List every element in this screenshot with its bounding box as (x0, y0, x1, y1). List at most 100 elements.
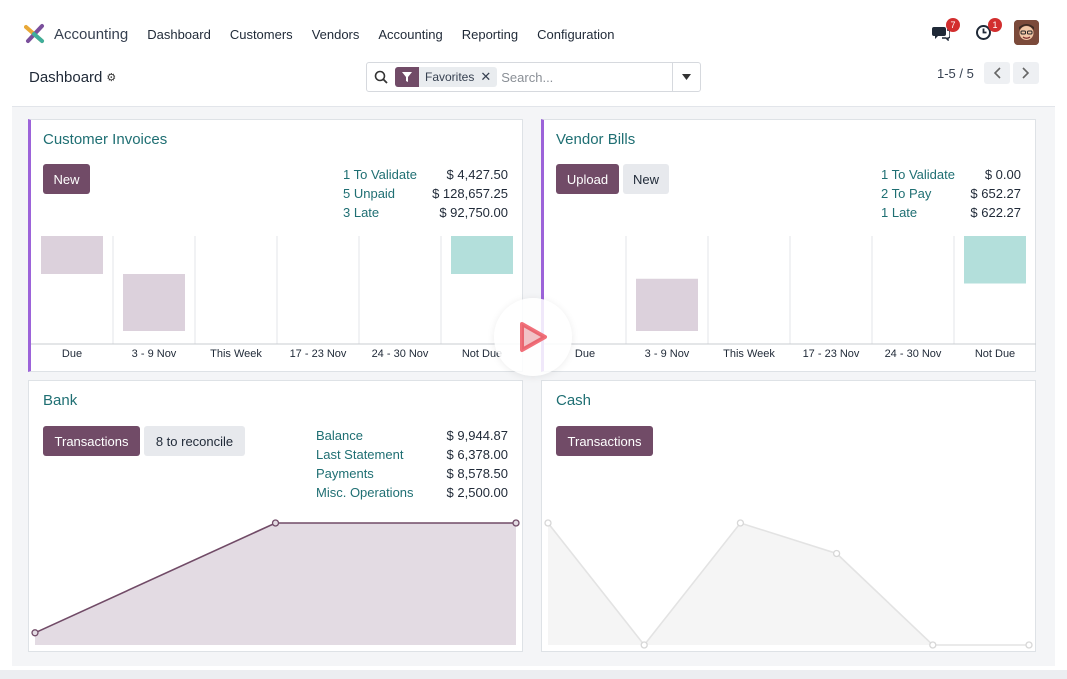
stat-balance-link[interactable]: Balance (316, 428, 363, 443)
series-line (547, 522, 1029, 647)
vendor-bills-card: Vendor Bills Upload New 1 To Validate $ … (541, 119, 1036, 372)
new-bill-button[interactable]: New (623, 164, 669, 194)
menu-configuration[interactable]: Configuration (537, 26, 615, 42)
data-point[interactable] (31, 629, 39, 637)
data-point[interactable] (929, 641, 937, 649)
bank-transactions-button[interactable]: Transactions (43, 426, 140, 456)
stat-to-pay-link[interactable]: 2 To Pay (881, 186, 932, 201)
x-tick-label: 3 - 9 Nov (131, 348, 177, 360)
page-title: Dashboard (29, 69, 103, 86)
card-title[interactable]: Vendor Bills (556, 131, 636, 148)
pager-value[interactable]: 1-5 / 5 (937, 66, 974, 81)
x-tick-label: 24 - 30 Nov (884, 348, 942, 360)
area-fill (35, 523, 516, 645)
x-tick-label: Due (61, 348, 83, 360)
vendor-bills-chart[interactable]: Due 3 - 9 Nov This Week 17 - 23 Nov 24 - 30 … (544, 236, 1036, 372)
new-invoice-button[interactable]: New (43, 164, 90, 194)
stat-late-value: $ 92,750.00 (439, 205, 508, 220)
data-point[interactable] (736, 519, 745, 527)
search-icon[interactable] (367, 70, 395, 84)
stat-to-validate-link[interactable]: 1 To Validate (343, 167, 417, 182)
vendor-bills-chart-svg (544, 236, 1036, 345)
caret-down-icon (682, 74, 691, 80)
x-tick-label: 3 - 9 Nov (644, 348, 690, 360)
clock-icon (975, 25, 991, 40)
x-tick-label: This Week (723, 348, 775, 360)
filter-icon (395, 67, 419, 87)
bar-not-due[interactable] (964, 236, 1026, 284)
card-title[interactable]: Bank (43, 392, 78, 409)
breadcrumb: Dashboard ⚙ (29, 69, 116, 86)
menu-customers[interactable]: Customers (229, 26, 293, 42)
menu-dashboard[interactable]: Dashboard (147, 26, 211, 42)
chevron-left-icon (993, 67, 1001, 79)
top-navbar: Accounting Dashboard Customers Vendors A… (0, 0, 1067, 68)
app-name[interactable]: Accounting (54, 25, 129, 43)
menu-accounting[interactable]: Accounting (378, 26, 443, 42)
facet-remove-icon[interactable]: ✕ (480, 69, 492, 84)
bank-balance-chart[interactable] (29, 515, 522, 651)
systray: 7 1 (930, 17, 1039, 45)
stat-to-validate-link[interactable]: 1 To Validate (881, 167, 955, 182)
data-point[interactable] (271, 519, 280, 527)
cash-balance-chart[interactable] (542, 515, 1035, 651)
stat-to-validate-value: $ 4,427.50 (446, 167, 508, 182)
x-tick-label: 24 - 30 Nov (371, 348, 429, 360)
stat-unpaid-link[interactable]: 5 Unpaid (343, 186, 396, 201)
menu-reporting[interactable]: Reporting (461, 26, 519, 42)
to-reconcile-button[interactable]: 8 to reconcile (144, 426, 245, 456)
stat-last-statement-link[interactable]: Last Statement (316, 447, 404, 462)
cash-transactions-button[interactable]: Transactions (556, 426, 653, 456)
cash-chart-svg (544, 519, 1033, 649)
odoo-accounting-logo-icon[interactable] (24, 23, 46, 45)
stat-late-value: $ 622.27 (970, 205, 1021, 220)
bar-not-due[interactable] (451, 236, 513, 274)
search-facet-favorites: Favorites ✕ (395, 67, 498, 87)
card-title[interactable]: Customer Invoices (43, 131, 168, 148)
customer-invoices-chart[interactable]: Due 3 - 9 Nov This Week 17 - 23 Nov 24 - 30 … (31, 236, 523, 372)
data-point[interactable] (832, 549, 841, 558)
stat-to-validate-value: $ 0.00 (984, 167, 1021, 182)
video-play-button[interactable] (494, 298, 572, 376)
chevron-right-icon (1022, 67, 1030, 79)
pager-previous-button[interactable] (984, 62, 1010, 84)
bank-card: Bank Transactions 8 to reconcile Balance… (28, 380, 523, 652)
pager-next-button[interactable] (1013, 62, 1039, 84)
stat-last-statement-value: $ 6,378.00 (446, 447, 508, 462)
bar-3---9-nov[interactable] (636, 278, 698, 331)
cash-card: Cash Transactions (541, 380, 1036, 652)
area-fill (548, 523, 1029, 645)
card-title[interactable]: Cash (556, 392, 592, 409)
upload-bill-button[interactable]: Upload (556, 164, 619, 194)
x-tick-label: Not Due (461, 348, 503, 360)
x-tick-label: 17 - 23 Nov (289, 348, 347, 360)
search-input[interactable] (501, 69, 662, 85)
search-options-toggle[interactable] (672, 63, 700, 91)
data-point[interactable] (512, 519, 520, 527)
customer-invoices-chart-svg (31, 236, 523, 345)
stat-late-link[interactable]: 3 Late (343, 205, 380, 220)
gear-icon[interactable]: ⚙ (106, 72, 117, 84)
bank-chart-svg (31, 519, 520, 645)
messages-button[interactable]: 7 (930, 17, 960, 44)
facet-label: Favorites (425, 70, 475, 84)
activities-count-badge: 1 (988, 17, 1002, 32)
stat-balance-value: $ 9,944.87 (446, 428, 508, 443)
search-bar: Favorites ✕ (366, 62, 701, 92)
stat-misc-operations-value: $ 2,500.00 (446, 485, 508, 500)
menu-vendors[interactable]: Vendors (311, 26, 360, 42)
stat-unpaid-value: $ 128,657.25 (432, 186, 508, 201)
data-point[interactable] (544, 519, 552, 527)
window-bottom-edge (0, 670, 1067, 679)
data-point[interactable] (1025, 641, 1033, 649)
stat-payments-link[interactable]: Payments (316, 466, 374, 481)
activities-button[interactable]: 1 (972, 17, 1002, 44)
messages-count-badge: 7 (946, 17, 960, 32)
stat-misc-operations-link[interactable]: Misc. Operations (316, 485, 414, 500)
user-avatar[interactable] (1014, 20, 1039, 45)
stat-late-link[interactable]: 1 Late (881, 205, 918, 220)
data-point[interactable] (640, 641, 648, 649)
bar-due[interactable] (41, 236, 103, 274)
bar-3---9-nov[interactable] (123, 274, 185, 331)
